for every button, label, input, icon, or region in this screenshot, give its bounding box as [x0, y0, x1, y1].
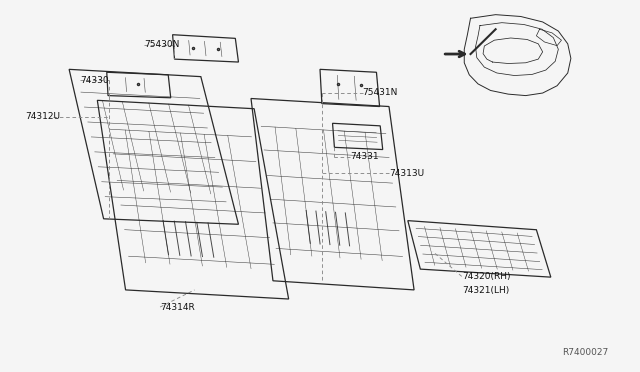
Text: R7400027: R7400027 [563, 349, 609, 357]
Text: 74313U: 74313U [389, 169, 424, 178]
Text: 74320(RH): 74320(RH) [461, 272, 510, 281]
Text: 74331: 74331 [350, 153, 379, 161]
Text: 74330: 74330 [81, 76, 109, 85]
Text: 74314R: 74314R [160, 302, 195, 311]
Text: 75431N: 75431N [363, 88, 398, 97]
Text: 74321(LH): 74321(LH) [461, 286, 509, 295]
Text: 74312U: 74312U [25, 112, 60, 121]
Text: 75430N: 75430N [145, 40, 180, 49]
